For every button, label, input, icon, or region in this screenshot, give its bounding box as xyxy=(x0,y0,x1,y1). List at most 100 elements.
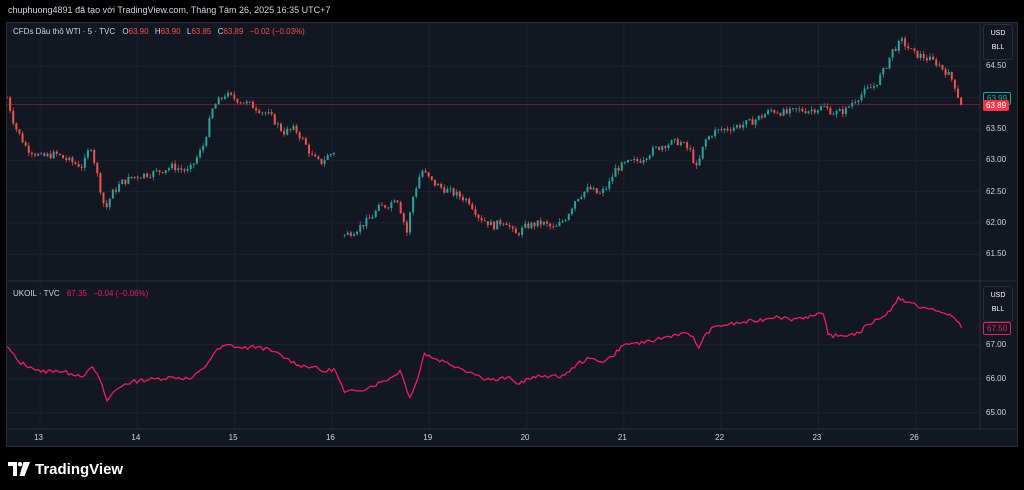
candle-body xyxy=(704,139,707,147)
candle-body xyxy=(686,142,689,149)
candle-body xyxy=(583,191,586,198)
ukoil-unit-button[interactable]: USD BLL xyxy=(983,286,1013,322)
candle-body xyxy=(177,168,180,171)
candle-body xyxy=(667,144,670,149)
candle-body xyxy=(866,87,869,89)
candle-body xyxy=(124,179,127,184)
candle-body xyxy=(365,217,368,227)
candle-body xyxy=(433,179,436,186)
candle-body xyxy=(857,100,860,103)
chart-canvas[interactable] xyxy=(7,23,1017,446)
candle-body xyxy=(12,110,15,124)
candle-body xyxy=(105,203,108,208)
candle-body xyxy=(155,170,158,172)
candle-body xyxy=(49,153,52,159)
candle-body xyxy=(841,109,844,115)
candle-body xyxy=(735,125,738,128)
candle-body xyxy=(245,101,248,104)
candle-body xyxy=(838,109,841,112)
chart-frame[interactable]: CFDs Dầu thô WTI · 5 · TVC O63.90 H63.90… xyxy=(6,22,1018,447)
candle-body xyxy=(461,196,464,201)
candle-body xyxy=(273,114,276,125)
wti-price-tick: 63.50 xyxy=(986,123,1007,133)
candle-body xyxy=(167,168,170,171)
candle-body xyxy=(517,233,520,235)
candle-body xyxy=(658,146,661,150)
candle-body xyxy=(298,132,301,139)
candle-body xyxy=(477,214,480,218)
candle-body xyxy=(960,97,963,106)
candle-body xyxy=(935,59,938,66)
candle-body xyxy=(251,101,254,109)
ukoil-change: −0.04 (−0.06%) xyxy=(93,289,149,298)
candle-body xyxy=(533,222,536,227)
candle-body xyxy=(449,188,452,190)
candle-body xyxy=(258,110,261,114)
candle-body xyxy=(68,157,71,161)
ukoil-price-tick: 66.00 xyxy=(986,373,1007,383)
ukoil-price-tick: 65.00 xyxy=(986,407,1007,417)
candle-body xyxy=(848,106,851,108)
candle-body xyxy=(773,110,776,113)
wti-symbol[interactable]: CFDs Dầu thô WTI · 5 · TVC xyxy=(13,27,116,36)
candle-body xyxy=(636,158,639,162)
candle-body xyxy=(230,92,233,95)
candle-body xyxy=(549,223,552,227)
ukoil-symbol[interactable]: UKOIL · TVC xyxy=(13,289,60,298)
candle-body xyxy=(626,159,629,163)
candle-body xyxy=(701,146,704,159)
ukoil-line-layer xyxy=(7,295,963,403)
candle-body xyxy=(374,210,377,217)
candle-body xyxy=(146,173,149,177)
candle-body xyxy=(605,188,608,190)
brand-footer[interactable]: TradingView xyxy=(8,459,123,479)
candle-body xyxy=(452,188,455,196)
candle-body xyxy=(111,189,114,199)
ukoil-unit-measure: BLL xyxy=(991,306,1005,313)
candle-body xyxy=(751,119,754,125)
candle-body xyxy=(390,202,393,209)
candle-body xyxy=(468,198,471,205)
candle-body xyxy=(158,170,161,172)
candle-body xyxy=(352,234,355,236)
ukoil-unit-currency: USD xyxy=(990,292,1006,299)
candle-body xyxy=(950,71,953,80)
wti-price-tick: 63.00 xyxy=(986,155,1007,165)
brand-name: TradingView xyxy=(35,460,124,478)
candle-body xyxy=(189,164,192,169)
candle-body xyxy=(211,108,214,119)
candle-body xyxy=(558,221,561,227)
candle-body xyxy=(698,158,701,166)
candle-body xyxy=(276,123,279,125)
candle-body xyxy=(455,191,458,196)
candle-body xyxy=(739,125,742,128)
candle-body xyxy=(83,157,86,168)
candle-body xyxy=(689,148,692,150)
candle-body xyxy=(236,98,239,103)
candle-body xyxy=(757,115,760,120)
candle-body xyxy=(424,170,427,173)
candle-body xyxy=(664,146,667,149)
candle-body xyxy=(295,125,298,133)
candle-body xyxy=(723,128,726,131)
candle-body xyxy=(511,226,514,229)
candle-body xyxy=(446,188,449,193)
ukoil-series-line xyxy=(7,295,963,403)
candle-body xyxy=(7,97,8,99)
candle-body xyxy=(102,192,105,204)
candle-body xyxy=(308,144,311,154)
candle-body xyxy=(326,155,329,160)
candle-body xyxy=(820,106,823,111)
candle-body xyxy=(220,97,223,99)
wti-unit-button[interactable]: USD BLL xyxy=(983,24,1013,60)
wti-legend[interactable]: CFDs Dầu thô WTI · 5 · TVC O63.90 H63.90… xyxy=(13,27,305,36)
candle-body xyxy=(261,112,264,114)
candle-body xyxy=(957,88,960,98)
candle-body xyxy=(405,222,408,233)
candle-body xyxy=(127,176,130,184)
candle-body xyxy=(62,155,65,159)
candle-body xyxy=(782,109,785,116)
candle-body xyxy=(885,68,888,69)
time-tick-label: 21 xyxy=(617,433,627,442)
ukoil-legend[interactable]: UKOIL · TVC 67.35 −0.04 (−0.06%) xyxy=(13,289,148,298)
